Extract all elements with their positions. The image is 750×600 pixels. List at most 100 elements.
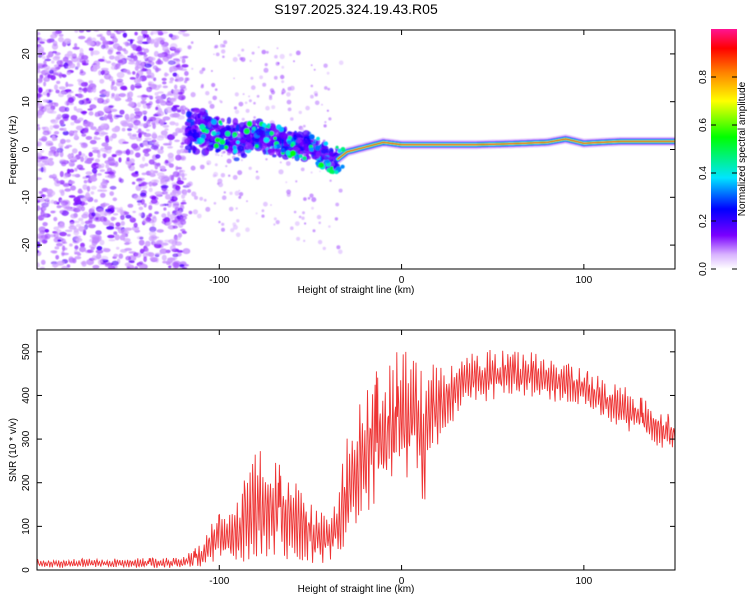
noise-blob (143, 115, 147, 122)
noise-blob (173, 52, 180, 55)
noise-blob (128, 97, 133, 102)
noise-blob (37, 63, 44, 66)
noise-blob (134, 62, 138, 67)
scatter-blob (221, 155, 223, 157)
noise-blob (162, 81, 167, 85)
noise-blob (175, 165, 179, 171)
snr-ytick-label: 500 (21, 343, 32, 360)
scatter-blob (286, 92, 291, 97)
scatter-blob (250, 76, 254, 80)
noise-blob (53, 200, 58, 205)
noise-blob (155, 106, 159, 111)
noise-blob (102, 247, 107, 252)
scatter-blob (225, 165, 228, 168)
signal-blob (192, 132, 200, 139)
snr-ytick-label: 300 (21, 430, 32, 447)
noise-blob (180, 105, 187, 111)
scatter-blob (228, 174, 231, 177)
noise-blob (108, 75, 114, 82)
noise-blob (83, 180, 88, 184)
noise-blob (53, 131, 60, 135)
noise-blob (89, 139, 97, 145)
colorbar-label: Normalized spectral amplitude (737, 81, 748, 216)
noise-blob (59, 231, 67, 237)
signal-blob (272, 154, 277, 158)
noise-blob (99, 239, 105, 246)
noise-blob (37, 158, 41, 163)
signal-blob (185, 110, 192, 118)
noise-blob (111, 154, 117, 158)
noise-blob (42, 55, 46, 60)
scatter-blob (246, 200, 248, 203)
scatter-blob (217, 154, 220, 156)
noise-blob (146, 105, 151, 109)
noise-blob (156, 229, 164, 233)
spectrogram-ytick-label: -20 (21, 237, 32, 252)
scatter-blob (233, 175, 237, 180)
scatter-blob (311, 197, 317, 203)
bright-blob (298, 154, 303, 159)
noise-blob (67, 97, 75, 104)
noise-blob (130, 53, 134, 59)
noise-blob (99, 94, 107, 98)
scatter-blob (218, 220, 221, 224)
noise-blob (80, 55, 89, 60)
noise-blob (39, 41, 45, 44)
noise-blob (61, 265, 68, 269)
scatter-blob (300, 127, 304, 132)
noise-blob (164, 128, 169, 131)
noise-blob (74, 235, 82, 238)
signal-blob (192, 138, 198, 142)
noise-blob (42, 222, 48, 227)
noise-blob (41, 212, 48, 219)
noise-blob (74, 66, 79, 70)
noise-blob (48, 157, 54, 161)
scatter-blob (251, 51, 255, 55)
noise-blob (166, 134, 175, 141)
scatter-blob (238, 189, 241, 192)
noise-blob (41, 126, 46, 130)
noise-blob (141, 110, 148, 114)
noise-blob (37, 31, 41, 36)
noise-blob (149, 226, 157, 233)
bright-blob (318, 162, 325, 168)
scatter-blob (266, 50, 269, 54)
noise-blob (57, 239, 62, 242)
noise-blob (99, 78, 105, 84)
noise-blob (134, 107, 140, 112)
scatter-blob (275, 220, 280, 225)
noise-blob (101, 142, 109, 147)
scatter-blob (219, 99, 222, 103)
scatter-blob (187, 181, 193, 187)
scatter-blob (287, 107, 292, 112)
noise-blob (61, 210, 69, 217)
noise-blob (145, 247, 149, 253)
noise-blob (76, 93, 83, 98)
noise-blob (103, 114, 108, 121)
signal-blob (232, 117, 239, 126)
noise-blob (162, 177, 171, 183)
noise-blob (86, 40, 95, 46)
noise-blob (152, 65, 158, 70)
signal-blob (197, 113, 201, 119)
noise-blob (153, 170, 159, 174)
noise-blob (53, 232, 59, 239)
scatter-blob (255, 212, 258, 215)
scatter-blob (206, 160, 212, 166)
scatter-blob (234, 190, 240, 196)
noise-blob (118, 30, 126, 33)
noise-blob (144, 152, 150, 157)
noise-blob (124, 113, 130, 120)
noise-blob (52, 263, 59, 268)
noise-blob (101, 185, 107, 189)
noise-blob (92, 264, 100, 269)
noise-blob (80, 261, 86, 265)
noise-blob (80, 69, 84, 74)
noise-blob (107, 156, 115, 161)
noise-blob (50, 210, 56, 214)
noise-blob (155, 99, 161, 104)
colorbar-tick-label: 0.4 (698, 166, 709, 180)
signal-blob (270, 134, 274, 141)
scatter-blob (219, 43, 224, 48)
